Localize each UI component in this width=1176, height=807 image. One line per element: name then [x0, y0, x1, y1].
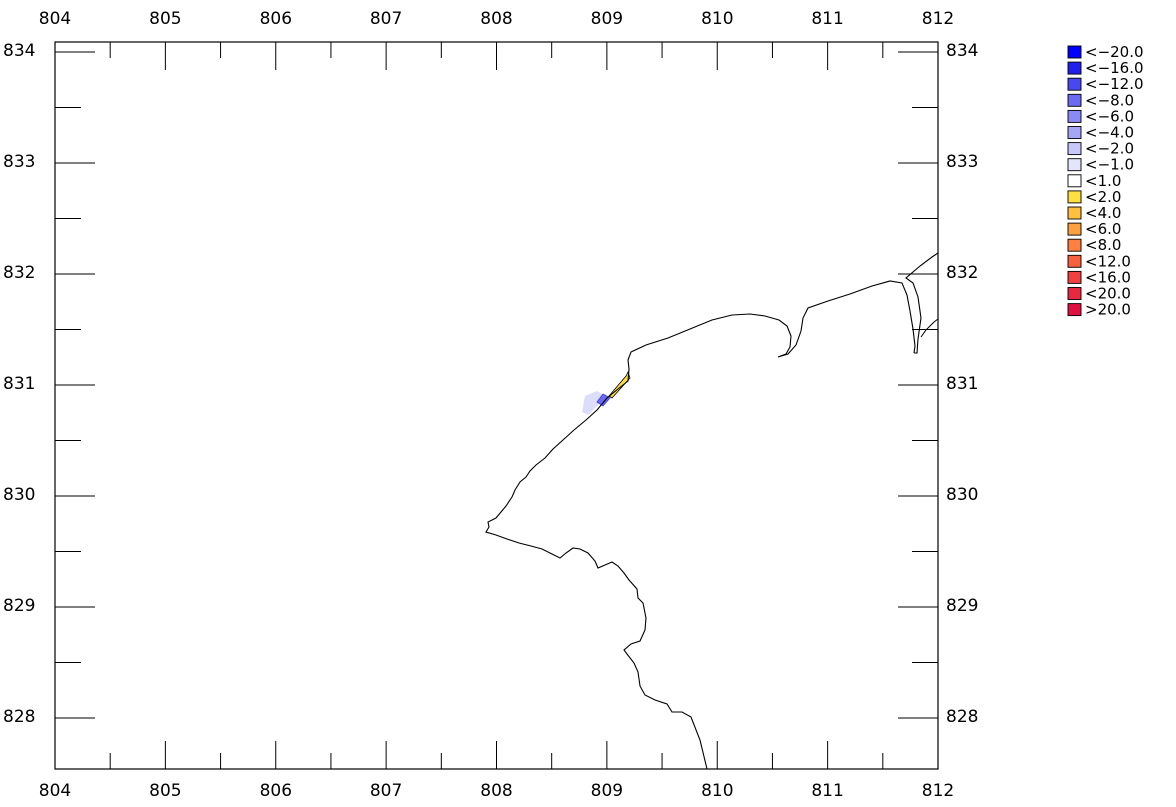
legend-label: <−12.0: [1085, 75, 1144, 93]
y-axis-left-labels: 834 833 832 831 830 829 828: [3, 41, 35, 727]
legend-label: <−2.0: [1085, 140, 1134, 158]
legend-label: >20.0: [1085, 301, 1131, 319]
y-tick-label: 830: [3, 485, 35, 505]
legend-label: <2.0: [1085, 188, 1121, 206]
x-tick-label: 810: [701, 781, 733, 801]
legend-label: <−1.0: [1085, 156, 1134, 174]
legend-swatch: [1067, 270, 1082, 284]
y-tick-label: 832: [3, 263, 35, 283]
y-tick-label: 833: [946, 152, 978, 172]
x-tick-label: 812: [922, 9, 954, 29]
legend-label: <−4.0: [1085, 124, 1134, 142]
x-tick-label: 804: [39, 9, 71, 29]
legend-swatch: [1067, 222, 1082, 236]
coastline: [485, 280, 916, 770]
y-tick-label: 828: [3, 707, 35, 727]
x-tick-label: 805: [149, 781, 181, 801]
legend-label: <1.0: [1085, 172, 1121, 190]
legend-swatch: [1067, 254, 1082, 268]
x-tick-label: 809: [591, 781, 623, 801]
y-tick-label: 829: [3, 596, 35, 616]
legend-label: <12.0: [1085, 252, 1131, 270]
x-tick-label: 812: [922, 781, 954, 801]
legend-label: <−8.0: [1085, 91, 1134, 109]
x-tick-label: 807: [370, 781, 402, 801]
legend-label: <16.0: [1085, 268, 1131, 286]
legend-swatch: [1067, 45, 1082, 59]
legend-swatch: [1067, 77, 1082, 91]
legend-swatch: [1067, 238, 1082, 252]
legend-label: <−16.0: [1085, 59, 1144, 77]
y-tick-label: 831: [946, 374, 978, 394]
x-tick-label: 808: [480, 781, 512, 801]
x-tick-label: 811: [811, 781, 843, 801]
axis-ticks: [54, 42, 939, 769]
legend-swatch: [1067, 303, 1082, 317]
legend-label: <20.0: [1085, 285, 1131, 303]
legend-swatch: [1067, 174, 1082, 188]
y-tick-label: 834: [3, 41, 35, 61]
legend-swatch: [1067, 126, 1082, 139]
x-axis-top-labels: 804 805 806 807 808 809 810 811 812: [39, 9, 954, 29]
legend-swatch: [1067, 158, 1082, 172]
plot-frame: [54, 41, 939, 770]
y-tick-label: 834: [946, 41, 978, 61]
legend-swatch: [1067, 61, 1082, 75]
x-tick-label: 807: [370, 9, 402, 29]
y-tick-label: 830: [946, 485, 978, 505]
legend-label: <4.0: [1085, 204, 1121, 222]
legend-label: <−6.0: [1085, 107, 1134, 125]
y-tick-label: 828: [946, 707, 978, 727]
legend-label: <6.0: [1085, 220, 1121, 238]
x-tick-label: 806: [260, 781, 292, 801]
y-tick-label: 833: [3, 152, 35, 172]
x-tick-label: 806: [260, 9, 292, 29]
pier-inner-line: [920, 318, 939, 338]
x-tick-label: 809: [591, 9, 623, 29]
y-tick-label: 829: [946, 596, 978, 616]
x-tick-label: 804: [39, 781, 71, 801]
legend-label: <8.0: [1085, 236, 1121, 254]
x-tick-label: 808: [480, 9, 512, 29]
x-tick-label: 811: [811, 9, 843, 29]
legend-swatch: [1067, 142, 1082, 156]
legend-label: <−20.0: [1085, 43, 1144, 61]
legend-swatch: [1067, 190, 1082, 204]
x-tick-label: 805: [149, 9, 181, 29]
light-blue-shading: [582, 391, 605, 415]
x-axis-bottom-labels: 804 805 806 807 808 809 810 811 812: [39, 781, 954, 801]
y-tick-label: 831: [3, 374, 35, 394]
legend-swatch: [1067, 109, 1082, 123]
pier-outline: [905, 252, 939, 354]
y-tick-label: 832: [946, 263, 978, 283]
legend: <−20.0<−16.0<−12.0<−8.0<−6.0<−4.0<−2.0<−…: [1067, 43, 1144, 319]
legend-swatch: [1067, 93, 1082, 107]
x-tick-label: 810: [701, 9, 733, 29]
legend-swatch: [1067, 206, 1082, 220]
legend-swatch: [1067, 287, 1082, 300]
y-axis-right-labels: 834 833 832 831 830 829 828: [946, 41, 978, 727]
